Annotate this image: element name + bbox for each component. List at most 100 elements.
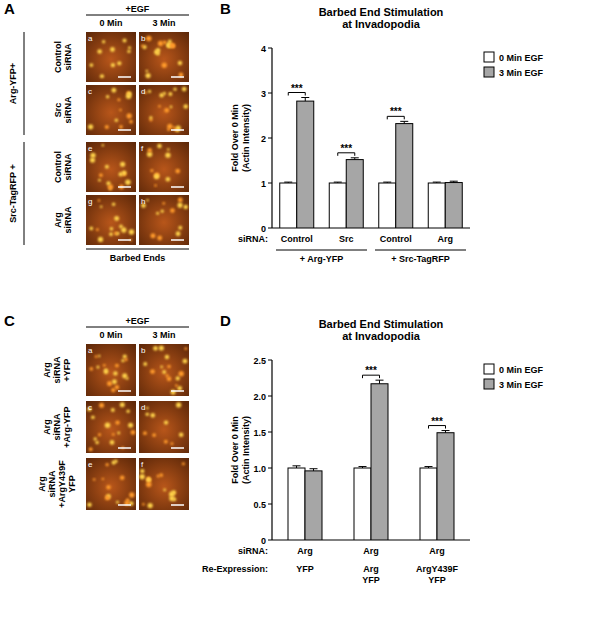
label-line: Arg-YFP+ xyxy=(8,63,18,104)
spot xyxy=(167,148,170,151)
spot xyxy=(104,368,107,371)
label-line: + Src-TagRFP xyxy=(391,254,450,264)
row-label: ArgsiRNA+Arg-YFP xyxy=(42,406,72,447)
spot xyxy=(142,503,145,506)
y-tick xyxy=(268,360,272,361)
spot xyxy=(170,208,175,213)
micrograph-bg xyxy=(139,85,189,135)
legend-label: 0 Min EGF xyxy=(499,365,544,375)
title: Barbed End Stimulationat Invadopodia xyxy=(319,318,444,342)
y-tick xyxy=(268,93,272,94)
column-label: 3 Min xyxy=(152,330,175,340)
spot xyxy=(170,442,173,445)
label-line: 2.0 xyxy=(253,392,266,402)
label-line: 1.5 xyxy=(253,428,266,438)
error-bar xyxy=(442,431,450,433)
spot xyxy=(102,144,104,146)
spot xyxy=(184,347,187,350)
label-line: + Arg-YFP xyxy=(300,254,343,264)
spot xyxy=(120,162,125,167)
spot xyxy=(126,377,129,380)
spot xyxy=(106,181,110,185)
tile-letter: e xyxy=(88,460,93,469)
spot xyxy=(117,61,121,65)
bars xyxy=(280,98,463,229)
spot xyxy=(102,40,105,43)
error-cap xyxy=(359,466,367,467)
spot xyxy=(145,412,149,416)
spot xyxy=(113,371,117,375)
legend-swatch xyxy=(484,379,494,389)
label-line: Arg xyxy=(42,419,52,435)
spot xyxy=(177,386,182,391)
spot xyxy=(100,74,104,78)
spot xyxy=(110,440,115,445)
error-cap xyxy=(284,182,292,183)
label-line: siRNA xyxy=(47,470,57,498)
micrograph-bg xyxy=(139,32,189,82)
label-line: at Invadopodia xyxy=(342,18,421,30)
label-line: Fold Over 0 Min xyxy=(230,416,240,484)
spot xyxy=(168,92,172,96)
y-tick-label: 0.5 xyxy=(253,500,266,510)
spot xyxy=(114,232,117,235)
micrograph: d xyxy=(139,85,189,135)
bar xyxy=(445,183,462,228)
tile-letter: a xyxy=(88,34,93,43)
y-tick xyxy=(268,468,272,469)
label-line: 1 xyxy=(261,179,266,189)
label-line: Arg xyxy=(429,546,445,556)
row-label: ArgsiRNA+YFP xyxy=(42,356,72,384)
y-tick xyxy=(268,432,272,433)
group-label: + Src-TagRFP xyxy=(391,254,450,264)
label-line: Arg xyxy=(37,476,47,492)
spot xyxy=(119,109,122,112)
bar xyxy=(329,183,346,228)
spot xyxy=(128,46,131,49)
spot xyxy=(150,413,155,418)
label-line: Arg xyxy=(363,546,379,556)
spot xyxy=(87,503,92,508)
spot xyxy=(147,152,152,157)
spot xyxy=(154,50,159,55)
error-cap xyxy=(383,182,391,183)
spot xyxy=(166,374,169,377)
label-line: 3 Min xyxy=(152,18,175,28)
spot xyxy=(162,63,167,68)
spot xyxy=(179,432,184,437)
spot xyxy=(127,50,130,53)
y-tick xyxy=(268,48,272,49)
spot xyxy=(94,437,97,440)
label-line: 3 Min EGF xyxy=(499,68,544,78)
y-axis xyxy=(271,360,272,540)
group-label: Src-TagRFP + xyxy=(8,164,18,222)
spot xyxy=(119,225,123,229)
error-bar xyxy=(433,182,441,184)
spot xyxy=(163,92,166,95)
spot xyxy=(125,179,131,185)
column-label: 0 Min xyxy=(99,330,122,340)
micrograph: h xyxy=(139,195,189,245)
spot xyxy=(90,157,95,162)
label-line: Src xyxy=(339,234,354,244)
spot xyxy=(158,105,161,108)
spot xyxy=(146,407,149,410)
spot xyxy=(121,359,124,362)
spot xyxy=(176,231,181,236)
spot xyxy=(122,171,127,176)
spot xyxy=(146,36,152,42)
tile-letter: a xyxy=(88,346,93,355)
label-line: Src xyxy=(53,103,63,118)
label-line: Arg xyxy=(42,362,52,378)
spot xyxy=(157,144,162,149)
error-bar xyxy=(334,182,342,184)
spot xyxy=(143,431,147,435)
spot xyxy=(157,235,162,240)
micrograph-bg xyxy=(139,344,189,396)
micrograph-bg xyxy=(86,142,136,192)
spot xyxy=(148,503,153,508)
spot xyxy=(173,87,176,90)
spot xyxy=(175,169,180,174)
label-line: *** xyxy=(390,106,402,117)
label-line: (Actin Intensity) xyxy=(241,416,251,484)
